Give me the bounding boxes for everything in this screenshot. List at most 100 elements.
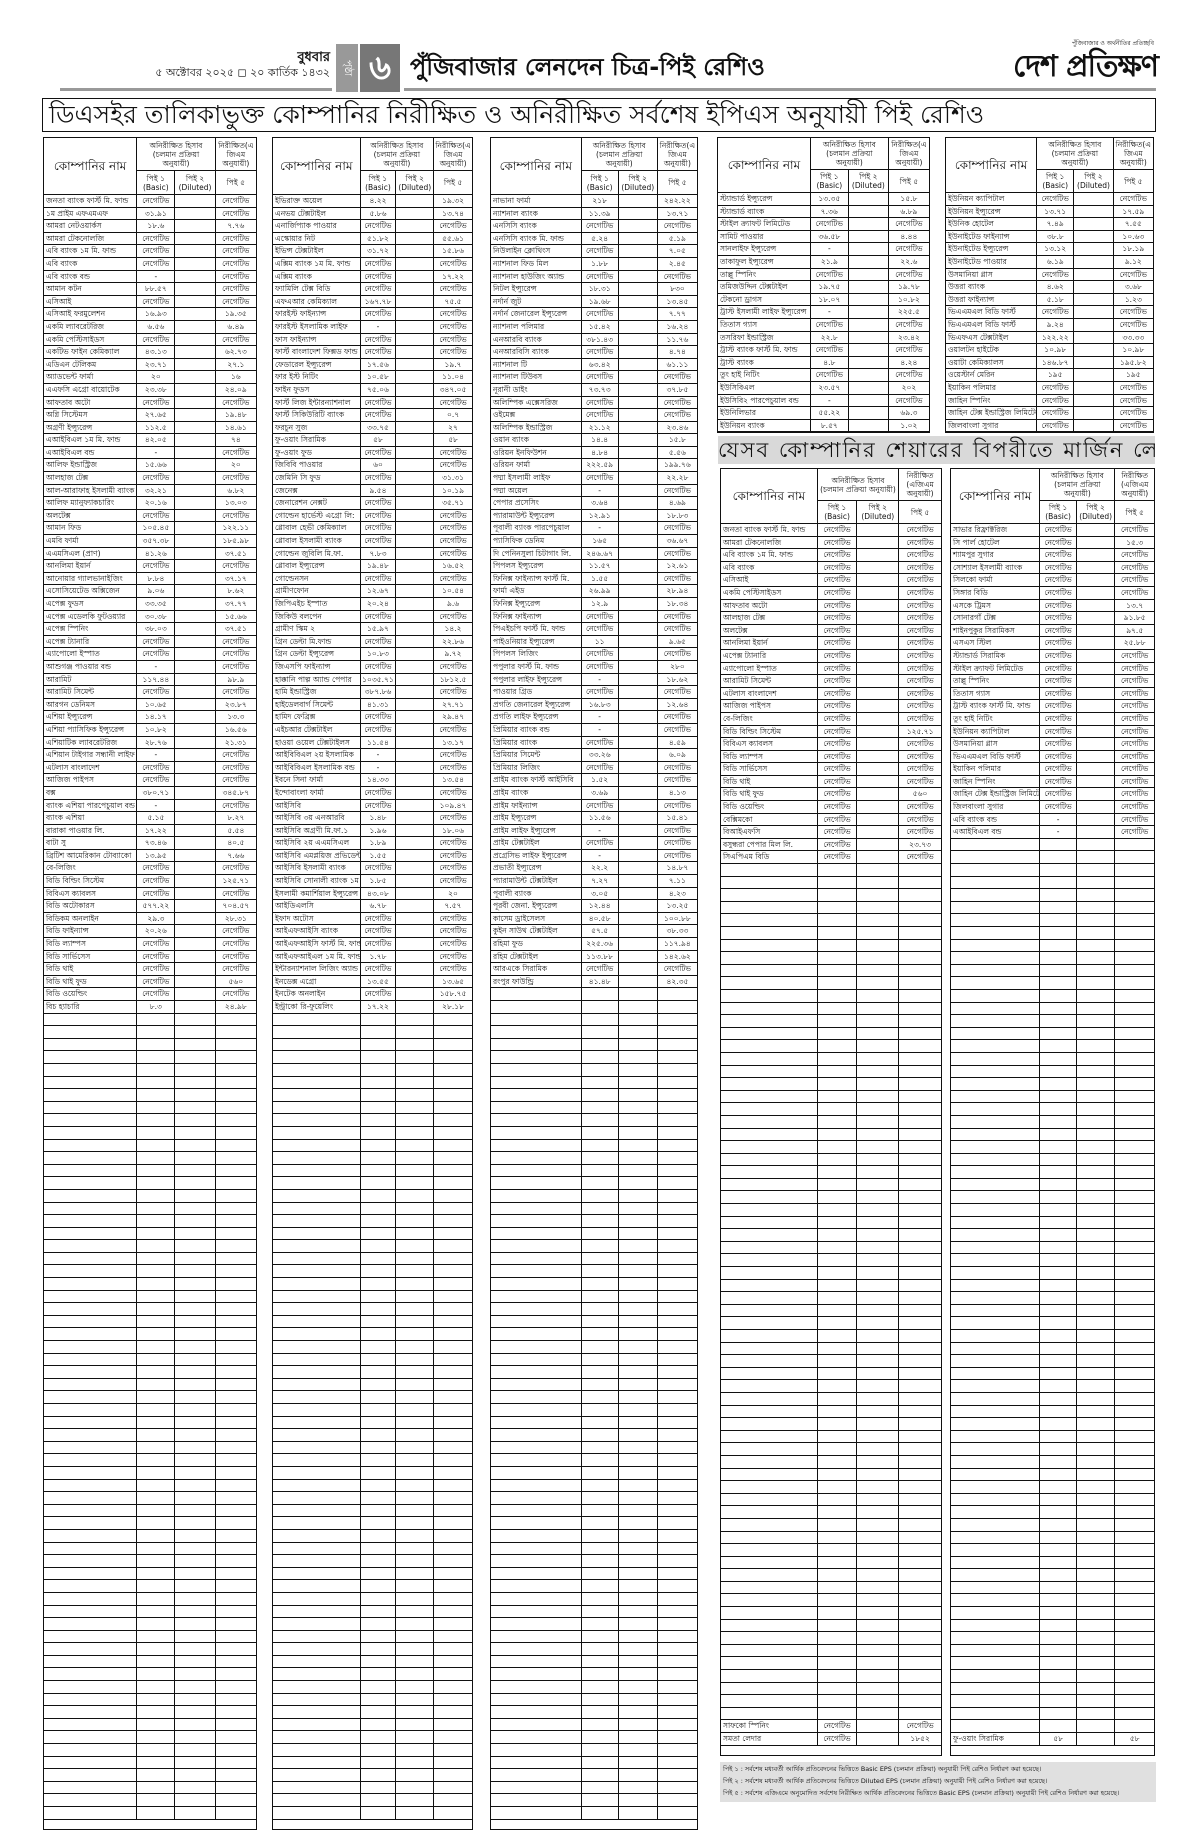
company-name: [44, 1466, 138, 1479]
pe1-value: [361, 1718, 397, 1731]
table-row: [721, 1556, 941, 1570]
table-row: [951, 914, 1154, 927]
table-row: [44, 1567, 256, 1581]
pe1-value: ১১.৫৭: [582, 560, 619, 572]
company-name: [721, 1581, 818, 1594]
pe1-value: নেগেটিভ: [582, 371, 619, 383]
company-name: এশিয়াটিক ল্যাবরেটরিজ: [44, 736, 138, 749]
table-row: [44, 1139, 256, 1153]
pe1-value: ১৮.৩১: [582, 283, 619, 295]
pe5-value: [658, 1744, 697, 1756]
company-name: [491, 1341, 582, 1353]
pe2-value: [396, 1366, 435, 1378]
company-name: [273, 1492, 361, 1504]
pe2-value: [1077, 1342, 1116, 1355]
pe2-value: [619, 283, 658, 295]
pe1-value: ৪৩.১৩: [137, 346, 176, 358]
pe1-value: [137, 1630, 176, 1643]
pe1-value: ৩৩.৩৫: [137, 598, 176, 610]
pe2-value: [396, 1101, 435, 1114]
company-name: [44, 1341, 138, 1353]
pe2-value: [1074, 255, 1114, 268]
company-name: আরএকে সিরামিক: [491, 963, 582, 975]
table-row: [44, 1731, 256, 1745]
table-row: ইন্দোবাংলা ফার্মা নেগেটিভ নেগেটিভ: [273, 786, 472, 800]
pe2-value: [175, 472, 216, 484]
pe5-value: ২৮.৯৪: [666, 586, 689, 596]
table-row: [951, 1141, 1154, 1154]
table-row: [273, 1189, 472, 1203]
pe5-value: ৪.১৩: [668, 787, 686, 797]
pe1-value: ৭.২৭: [582, 875, 619, 887]
pe5-value: ২৭.৭১: [442, 699, 464, 709]
pe2-value: [396, 434, 435, 446]
pe1-value: [1040, 1241, 1077, 1254]
pe5-value: [658, 1316, 697, 1328]
table-row: [491, 1466, 697, 1480]
pe1-value: [137, 1655, 176, 1668]
company-name: আরামিট: [44, 673, 138, 686]
pe5-value: [1115, 1557, 1154, 1569]
pe5-value: নেগেটিভ: [906, 600, 934, 610]
pe5-value: নেগেটিভ: [1121, 701, 1149, 711]
header-pe2: পিই ২ (Diluted): [396, 171, 435, 194]
pe2-value: [396, 1731, 435, 1744]
pe5-value: ৩৭.৮৫: [666, 384, 689, 394]
company-name: নিটল ইন্স্যুরেন্স: [491, 283, 582, 295]
pe2-value: [857, 1682, 900, 1695]
pe1-value: ২৩.৭১: [137, 358, 176, 371]
company-name: হাক্কানি পাল্প অ্যান্ড পেপার: [273, 673, 361, 686]
pe1-value: [582, 1252, 619, 1265]
pe5-value: ১৪.২: [444, 624, 462, 634]
pe2-value: [175, 723, 216, 736]
pe2-value: [396, 1202, 435, 1215]
pe2-value: [396, 723, 435, 736]
company-name: [721, 1355, 818, 1367]
table-row: এ্যাপোলো ইস্পাত নেগেটিভ নেগেটিভ: [44, 648, 256, 661]
header-unaudited: অনিরীক্ষিত হিসাব (চলমান প্রক্রিয়া অনুযা…: [1037, 138, 1114, 170]
pe1-value: [1040, 1455, 1077, 1468]
pe1-value: ২২.২: [582, 862, 619, 875]
pe1-value: -: [811, 243, 849, 255]
company-name: [721, 1141, 818, 1153]
pe2-value: [1074, 218, 1114, 230]
pe2-value: [619, 975, 658, 988]
pe2-value: [396, 383, 435, 396]
company-name: [273, 1529, 361, 1542]
pe5-value: [1115, 1582, 1154, 1594]
pe2-value: [396, 547, 435, 560]
pe5-value: [1115, 1368, 1154, 1380]
pe5-value: [658, 1026, 697, 1038]
pe5-value: নেগেটিভ: [222, 334, 250, 344]
pe5-value: ৬১.১১: [666, 359, 689, 369]
table-row: জনতা ব্যাংক ফার্স্ট মি. ফান্ড নেগেটিভ নেগে…: [44, 195, 256, 208]
table-row: ফু-ওয়াং ফুড নেগেটিভ নেগেটিভ: [273, 446, 472, 460]
company-name: আইএফআইসি ফার্স্ট মি. ফান্ড: [275, 938, 361, 950]
pe2-value: [1077, 864, 1116, 876]
pe1-value: ৮৮.৫৭: [137, 283, 176, 295]
table-row: [273, 1215, 472, 1228]
table-row: বারাকা পাওয়ার লি. ১৭.২২ ৫.৫৪: [44, 824, 256, 838]
pe1-value: [818, 939, 858, 952]
table-row: বসুন্ধরা পেপার মিল লি. নেগেটিভ ২৩.৭৩: [721, 838, 941, 852]
table-row: [491, 1794, 697, 1807]
pe2-value: [1074, 281, 1114, 293]
pe5-value: নেগেটিভ: [906, 587, 934, 597]
pe1-value: [582, 1466, 619, 1479]
pe5-value: নেগেটিভ: [439, 661, 467, 671]
company-name: [721, 1632, 818, 1644]
pe2-value: [857, 1191, 900, 1204]
company-name: ইভিন্স টেক্সটাইল: [273, 245, 361, 257]
pe2-value: [619, 1353, 658, 1366]
pe5-value: নেগেটিভ: [663, 221, 692, 231]
pe5-value: নেগেটিভ: [1121, 827, 1149, 837]
pe5-value: [899, 1154, 941, 1166]
pe5-value: [216, 1794, 256, 1806]
table-row: বেক্সিমকো নেগেটিভ নেগেটিভ: [721, 813, 941, 827]
table-row: আরামিট ১১৭.৪৪ ৯৮.৯: [44, 673, 256, 687]
pe2-value: [857, 599, 900, 612]
table-row: [44, 1290, 256, 1304]
pe5-value: নেগেটিভ: [906, 688, 934, 698]
company-name: বিডি ফাইন্যান্স: [44, 925, 138, 938]
pe5-value: ২২.৬: [900, 256, 918, 266]
